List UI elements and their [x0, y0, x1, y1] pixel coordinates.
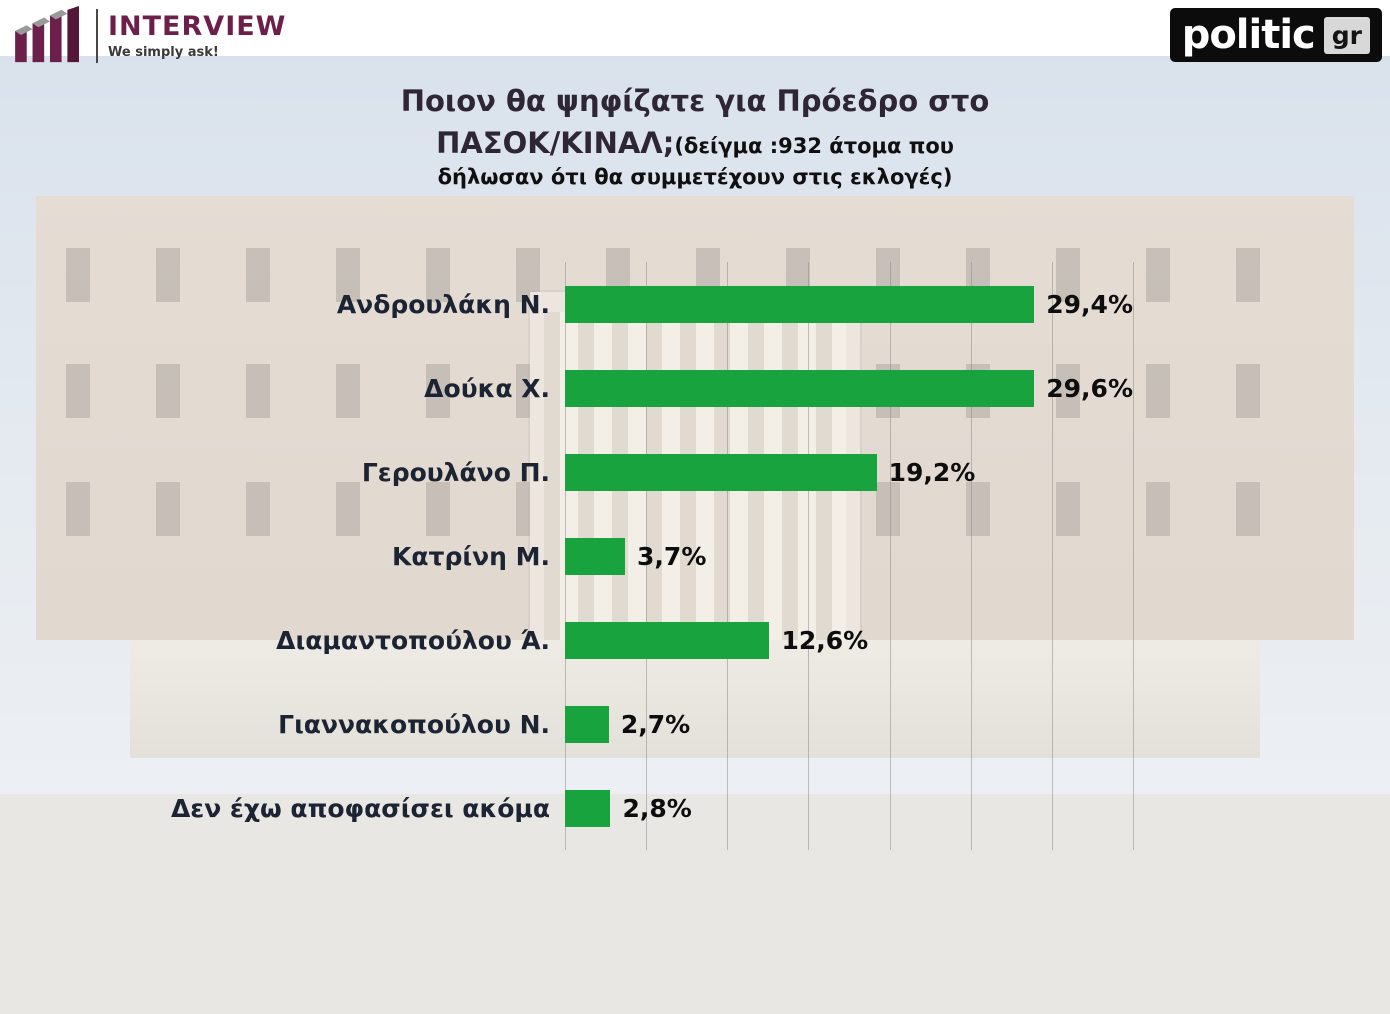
- category-label: Δούκα Χ.: [424, 373, 550, 403]
- value-label: 3,7%: [637, 541, 707, 571]
- chart-rows: Ανδρουλάκη Ν. 29,4% Δούκα Χ. 29,6% Γερουλάνο…: [0, 262, 1390, 850]
- row-plot-area: 12,6%: [565, 598, 1133, 682]
- chart-row: Γιαννακοπούλου Ν. 2,7%: [0, 682, 1390, 766]
- interview-tagline: We simply ask!: [108, 44, 219, 60]
- politic-logo: politic gr: [1169, 8, 1382, 62]
- interview-text: INTERVIEW We simply ask!: [108, 12, 286, 60]
- bar: [565, 621, 770, 659]
- bar: [565, 537, 626, 575]
- gridline: [1133, 262, 1134, 850]
- interview-logo: INTERVIEW We simply ask!: [12, 6, 286, 66]
- value-label: 19,2%: [888, 457, 976, 487]
- chart-row: Διαμαντοπούλου Ά. 12,6%: [0, 598, 1390, 682]
- logo-divider: [96, 9, 98, 63]
- header: INTERVIEW We simply ask! politic gr: [0, 0, 1390, 84]
- politic-wordmark: politic: [1181, 12, 1316, 58]
- gridline: [727, 262, 729, 850]
- gridline: [646, 262, 648, 850]
- gridline: [970, 262, 972, 850]
- row-plot-area: 2,8%: [565, 766, 1133, 850]
- bar: [565, 285, 1035, 323]
- chart-row: Γερουλάνο Π. 19,2%: [0, 430, 1390, 514]
- interview-wordmark: INTERVIEW: [108, 11, 287, 43]
- row-plot-area: 3,7%: [565, 514, 1133, 598]
- bar: [565, 369, 1035, 407]
- bar: [565, 453, 877, 491]
- value-label: 29,4%: [1046, 289, 1133, 319]
- category-label: Γιαννακοπούλου Ν.: [278, 709, 550, 739]
- chart-row: Κατρίνη Μ. 3,7%: [0, 514, 1390, 598]
- bar-chart: Ανδρουλάκη Ν. 29,4% Δούκα Χ. 29,6% Γερουλάνο…: [0, 262, 1390, 850]
- bar: [565, 789, 611, 827]
- white-wash-overlay: [0, 56, 1390, 1014]
- politic-tld-badge: gr: [1323, 16, 1370, 54]
- sample-note-part1: (δείγμα :932 άτομα που: [674, 134, 954, 158]
- chart-row: Δεν έχω αποφασίσει ακόμα 2,8%: [0, 766, 1390, 850]
- gridline: [808, 262, 810, 850]
- row-plot-area: 29,6%: [565, 346, 1133, 430]
- bar: [565, 705, 609, 743]
- category-label: Γερουλάνο Π.: [361, 457, 550, 487]
- chart-row: Ανδρουλάκη Ν. 29,4%: [0, 262, 1390, 346]
- gridline: [889, 262, 891, 850]
- chart-title-line2: ΠΑΣΟΚ/ΚΙΝΑΛ;(δείγμα :932 άτομα που: [0, 126, 1390, 160]
- value-label: 29,6%: [1046, 373, 1133, 403]
- chart-row: Δούκα Χ. 29,6%: [0, 346, 1390, 430]
- row-plot-area: 19,2%: [565, 430, 1133, 514]
- chart-title-block: Ποιον θα ψηφίζατε για Πρόεδρο στο ΠΑΣΟΚ/…: [0, 84, 1390, 189]
- gridline: [1051, 262, 1053, 850]
- interview-bars-icon: [15, 6, 79, 63]
- value-label: 2,8%: [622, 793, 692, 823]
- row-plot-area: 2,7%: [565, 682, 1133, 766]
- category-label: Διαμαντοπούλου Ά.: [276, 625, 550, 655]
- value-label: 12,6%: [781, 625, 869, 655]
- background-photo-parliament: [0, 56, 1390, 1014]
- row-plot-area: 29,4%: [565, 262, 1133, 346]
- category-label: Ανδρουλάκη Ν.: [336, 289, 550, 319]
- value-label: 2,7%: [620, 709, 691, 739]
- category-label: Κατρίνη Μ.: [391, 541, 550, 571]
- sample-note-part2: δήλωσαν ότι θα συμμετέχουν στις εκλογές): [437, 165, 953, 189]
- category-label: Δεν έχω αποφασίσει ακόμα: [170, 793, 550, 823]
- chart-title-line1: Ποιον θα ψηφίζατε για Πρόεδρο στο: [400, 84, 990, 118]
- chart-title-party: ΠΑΣΟΚ/ΚΙΝΑΛ;: [436, 126, 675, 160]
